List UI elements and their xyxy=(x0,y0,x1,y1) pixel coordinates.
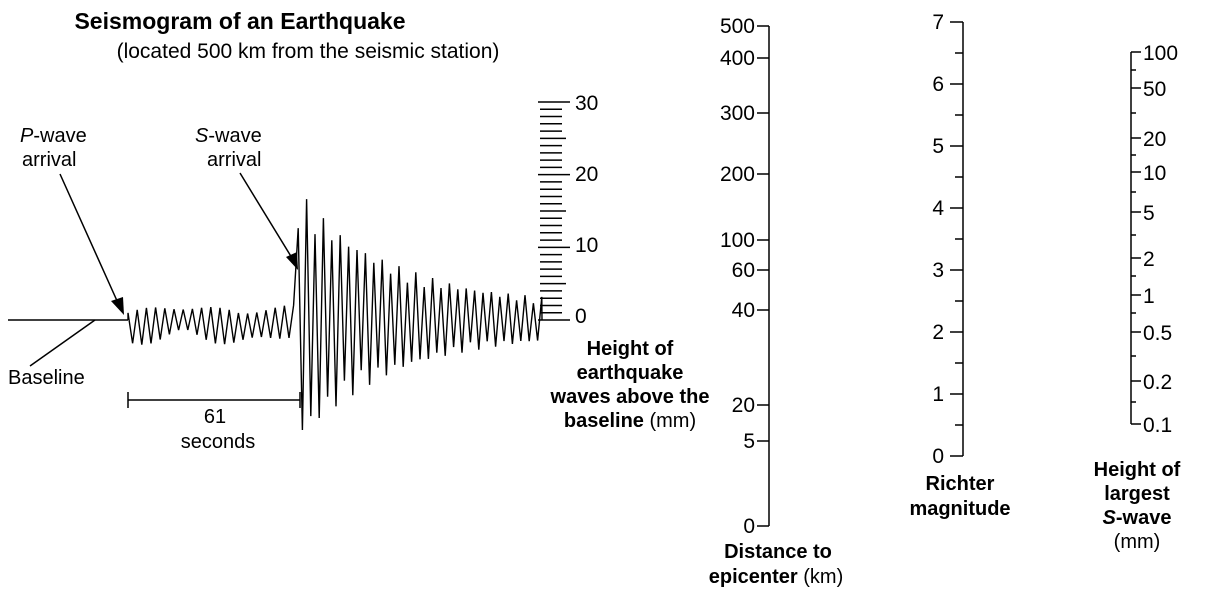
magnitude-label-3: 3 xyxy=(932,259,944,282)
magnitude-label-4: 4 xyxy=(932,197,944,220)
p-wave-arrowhead xyxy=(111,297,124,315)
amplitude-scale-title-4: (mm) xyxy=(1114,531,1161,553)
s-wave-label-line2: arrival xyxy=(207,149,261,171)
magnitude-scale-title-2: magnitude xyxy=(909,498,1010,520)
height-tick-label-30: 30 xyxy=(575,92,598,115)
distance-label-300: 300 xyxy=(720,102,755,125)
amplitude-label-1: 1 xyxy=(1143,285,1155,308)
amplitude-scale-title-3: S-wave xyxy=(1103,507,1172,529)
magnitude-label-2: 2 xyxy=(932,321,944,344)
distance-label-100: 100 xyxy=(720,229,755,252)
distance-label-500: 500 xyxy=(720,15,755,38)
magnitude-label-6: 6 xyxy=(932,73,944,96)
distance-scale-title-2: epicenter (km) xyxy=(709,566,843,588)
s-wave-arrowhead xyxy=(286,252,298,270)
baseline-label: Baseline xyxy=(8,367,85,389)
amplitude-label-50: 50 xyxy=(1143,78,1166,101)
height-scale-title-2: earthquake xyxy=(577,362,684,384)
interval-value: 61 xyxy=(204,406,226,428)
distance-label-200: 200 xyxy=(720,163,755,186)
amplitude-label-2: 2 xyxy=(1143,248,1155,271)
distance-label-60: 60 xyxy=(732,259,755,282)
amplitude-scale-title-1: Height of xyxy=(1094,459,1181,481)
distance-label-40: 40 xyxy=(732,299,755,322)
magnitude-label-7: 7 xyxy=(932,11,944,34)
baseline-pointer xyxy=(29,319,96,367)
distance-scale-title-1: Distance to xyxy=(724,541,832,563)
amplitude-scale-title-2: largest xyxy=(1104,483,1170,505)
distance-label-20: 20 xyxy=(732,394,755,417)
height-scale-title-3: waves above the xyxy=(550,386,710,408)
distance-label-5: 5 xyxy=(743,430,755,453)
amplitude-label-0-5: 0.5 xyxy=(1143,322,1172,345)
amplitude-label-5: 5 xyxy=(1143,202,1155,225)
p-wave-label-line2: arrival xyxy=(22,149,76,171)
height-scale-title-1: Height of xyxy=(587,338,674,360)
distance-label-0: 0 xyxy=(743,515,755,538)
magnitude-label-5: 5 xyxy=(932,135,944,158)
amplitude-label-10: 10 xyxy=(1143,162,1166,185)
height-tick-label-0: 0 xyxy=(575,305,587,328)
magnitude-scale-title-1: Richter xyxy=(926,473,995,495)
distance-label-400: 400 xyxy=(720,47,755,70)
p-wave-label: P-wave xyxy=(20,125,87,147)
distance-scale-ticks xyxy=(757,25,769,527)
height-ruler xyxy=(538,101,570,321)
interval-unit: seconds xyxy=(181,431,256,453)
s-wave-label: S-wave xyxy=(195,125,262,147)
amplitude-label-100: 100 xyxy=(1143,42,1178,65)
seismogram-title: Seismogram of an Earthquake xyxy=(74,8,405,34)
amplitude-label-0-2: 0.2 xyxy=(1143,371,1172,394)
magnitude-label-0: 0 xyxy=(932,445,944,468)
p-wave-arrow xyxy=(59,173,119,304)
amplitude-label-0-1: 0.1 xyxy=(1143,414,1172,437)
magnitude-label-1: 1 xyxy=(932,383,944,406)
magnitude-scale-ticks xyxy=(950,21,963,457)
seismogram-trace xyxy=(127,199,543,431)
amplitude-label-20: 20 xyxy=(1143,128,1166,151)
height-tick-label-10: 10 xyxy=(575,234,598,257)
seismogram-subtitle: (located 500 km from the seismic station… xyxy=(117,40,500,63)
amplitude-scale-ticks xyxy=(1131,51,1141,425)
height-scale-title-4: baseline (mm) xyxy=(564,410,696,432)
s-wave-arrow xyxy=(239,172,293,259)
height-tick-label-20: 20 xyxy=(575,163,598,186)
